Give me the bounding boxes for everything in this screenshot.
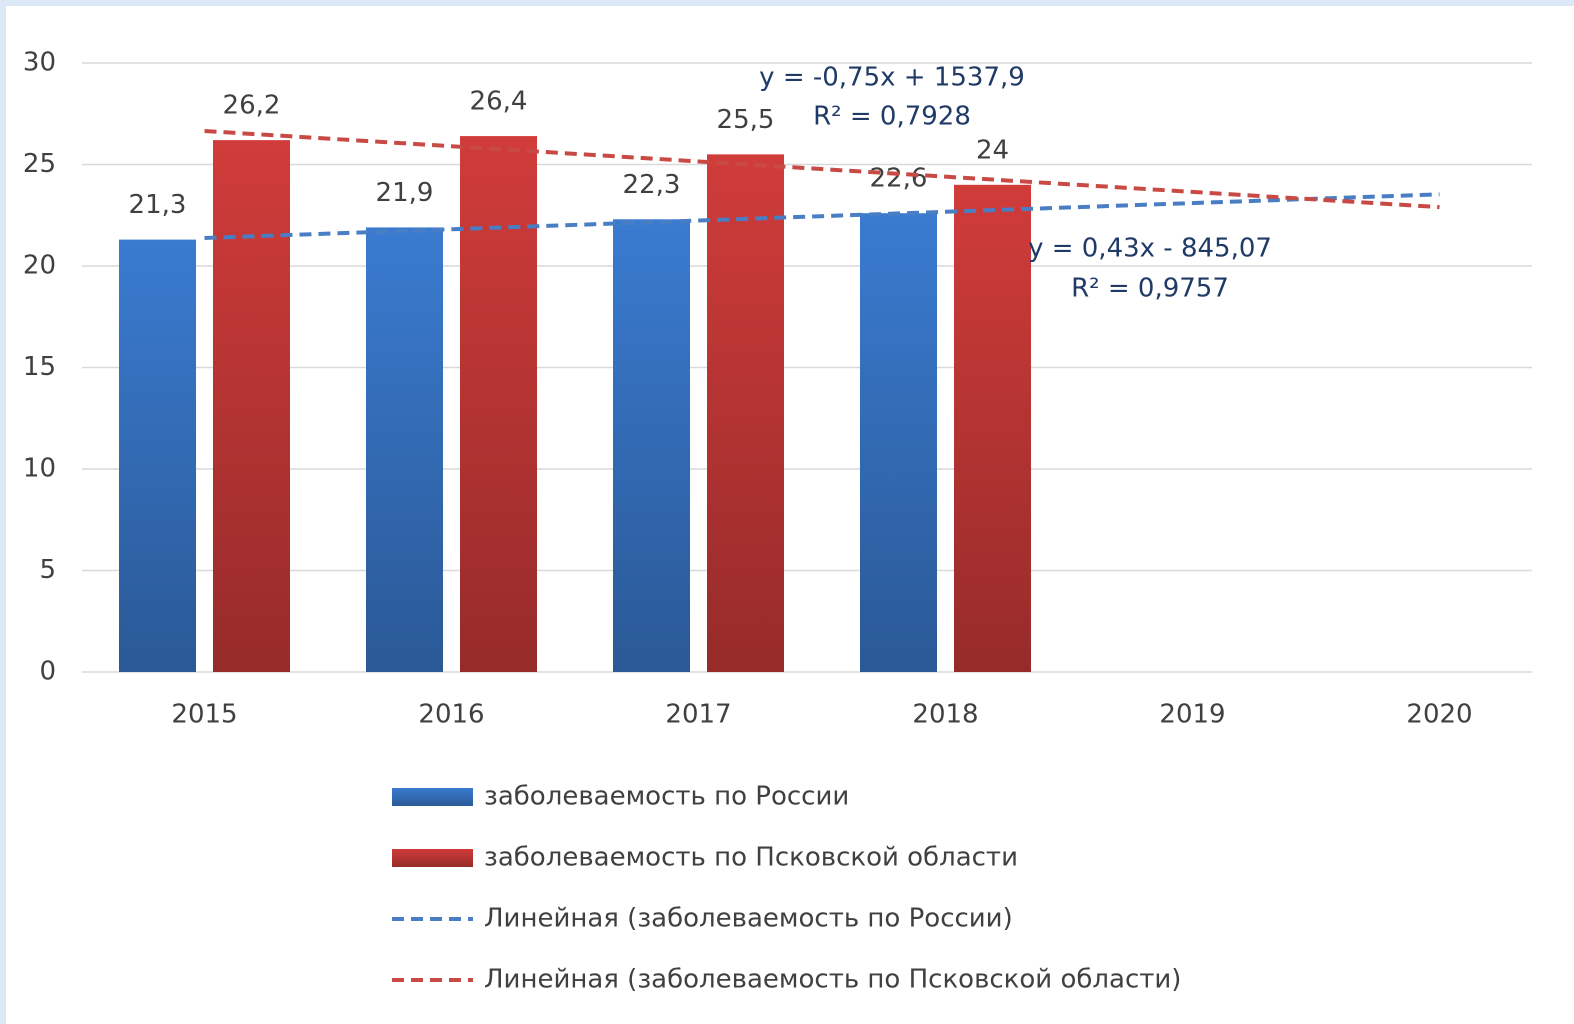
data-label: 22,6 (870, 164, 928, 194)
bar (460, 136, 537, 672)
trend-line (204, 129, 1440, 210)
data-label: 22,3 (623, 170, 681, 200)
y-tick-label: 25 (23, 149, 56, 179)
bar (119, 239, 196, 673)
legend-label: заболеваемость по Псковской области (484, 843, 1018, 873)
legend-label: Линейная (заболеваемость по России) (484, 904, 1013, 934)
y-tick-label: 5 (39, 555, 56, 585)
bar (366, 227, 443, 672)
x-tick-label: 2018 (912, 700, 978, 730)
y-tick-label: 0 (39, 657, 56, 687)
legend-label: Линейная (заболеваемость по Псковской об… (484, 965, 1181, 995)
data-label: 26,2 (223, 91, 281, 121)
bar (707, 154, 784, 673)
data-label: 25,5 (717, 105, 775, 135)
legend-swatch (392, 849, 473, 867)
bar (213, 140, 290, 672)
data-label: 21,3 (129, 190, 187, 220)
bar (613, 219, 690, 672)
x-tick-label: 2017 (665, 700, 731, 730)
y-tick-label: 10 (23, 454, 56, 484)
bar (954, 184, 1031, 673)
annotation: R² = 0,7928 (813, 102, 971, 132)
x-tick-label: 2019 (1159, 700, 1225, 730)
x-tick-label: 2016 (418, 700, 484, 730)
bar (860, 213, 937, 672)
annotation: R² = 0,9757 (1071, 274, 1229, 304)
x-tick-label: 2015 (171, 700, 237, 730)
data-label: 24 (976, 135, 1009, 165)
data-label: 21,9 (376, 178, 434, 208)
y-tick-label: 20 (23, 251, 56, 281)
trend-line (204, 192, 1440, 240)
legend-label: заболеваемость по России (484, 782, 849, 812)
y-tick-label: 15 (23, 352, 56, 382)
annotation: y = -0,75x + 1537,9 (759, 63, 1025, 93)
data-label: 26,4 (470, 87, 528, 117)
y-tick-label: 30 (23, 48, 56, 78)
x-tick-label: 2020 (1406, 700, 1472, 730)
annotation: y = 0,43x - 845,07 (1028, 234, 1272, 264)
legend-swatch (392, 788, 473, 806)
